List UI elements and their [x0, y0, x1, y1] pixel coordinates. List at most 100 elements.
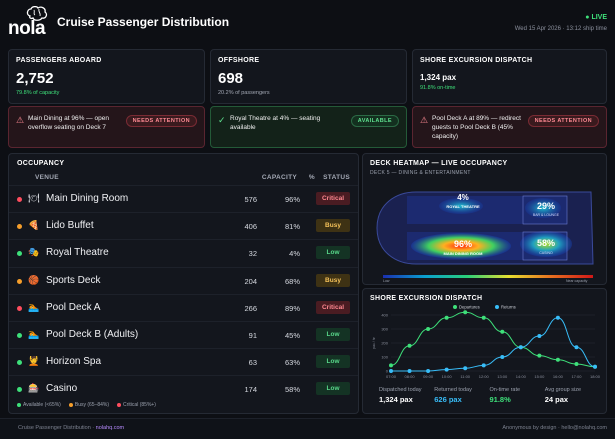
status-dot [17, 224, 22, 230]
col-status[interactable]: STATUS [323, 174, 350, 181]
kpi-offshore: OFFSHORE 698 20.2% of passengers [210, 49, 407, 104]
data-point-returns[interactable] [593, 364, 597, 369]
col-capacity[interactable]: CAPACITY [261, 174, 297, 181]
stat-avg-group: Avg group size 24 pax [544, 387, 582, 404]
data-point-departures[interactable] [426, 327, 431, 331]
x-tick-label: 16:00 [553, 374, 564, 379]
table-row[interactable]: 🍕 Lido Buffet 406 81% Busy [9, 212, 358, 238]
zone-label-bar-lounge: BAR & LOUNGE [533, 213, 560, 217]
data-point-departures[interactable] [463, 310, 468, 315]
data-point-returns[interactable] [481, 363, 486, 368]
kpi-passengers-aboard: PASSENGERS ABOARD 2,752 79.8% of capacit… [8, 49, 205, 104]
data-point-departures[interactable] [537, 353, 542, 358]
data-point-returns[interactable] [537, 334, 542, 338]
alert-royal-theatre[interactable]: ✓ Royal Theatre at 4% — seating availabl… [210, 106, 407, 148]
data-point-returns[interactable] [500, 355, 505, 359]
venue-icon: 🎭 [28, 247, 40, 258]
shore-excursion-panel: SHORE EXCURSION DISPATCH 0 100 200 300 400 07… [362, 288, 607, 414]
status-dot [17, 251, 22, 257]
alert-message: Royal Theatre at 4% — seating available [230, 115, 321, 131]
data-point-departures[interactable] [444, 315, 449, 320]
footer-brand-link[interactable]: nolahq.com [95, 425, 125, 431]
zone-label-casino: CASINO [539, 251, 553, 255]
data-point-returns[interactable] [407, 369, 412, 373]
occupancy-panel: OCCUPANCY VENUE CAPACITY % STATUS 🍽 Main … [8, 153, 359, 414]
kpi-subtext: 91.8% on-time [420, 85, 456, 91]
data-point-returns[interactable] [463, 366, 468, 371]
col-pct[interactable]: % [308, 174, 315, 181]
alert-message: Main Dining at 96% — open overflow seati… [28, 115, 109, 131]
needs-attention-badge[interactable]: NEEDS ATTENTION [125, 115, 197, 127]
venue-pct: 96% [284, 195, 300, 204]
deck-heatmap-panel: DECK HEATMAP — LIVE OCCUPANCY DECK 5 — D… [362, 153, 607, 285]
kpi-subtext: 20.2% of passengers [218, 90, 270, 96]
venue-icon: 💆 [28, 356, 40, 367]
venue-pct: 68% [284, 276, 300, 286]
occupancy-title: OCCUPANCY [17, 160, 65, 167]
venue-capacity: 266 [244, 303, 257, 313]
kpi-value: 2,752 [16, 70, 54, 87]
kpi-title: PASSENGERS ABOARD [16, 57, 102, 64]
kpi-value: 698 [218, 70, 244, 87]
data-point-departures[interactable] [389, 363, 393, 368]
data-point-departures[interactable] [555, 357, 560, 362]
venue-capacity: 406 [244, 222, 257, 232]
data-point-returns[interactable] [389, 369, 393, 373]
table-row[interactable]: 🎭 Royal Theatre 32 4% Low [9, 239, 358, 265]
status-dot [17, 387, 22, 393]
kpi-title: SHORE EXCURSION DISPATCH [420, 57, 533, 64]
zone-pct-bar-lounge: 29% [537, 201, 555, 211]
venue-capacity: 204 [244, 276, 257, 286]
footer-right: Anonymous by design · hello@nolahq.com [502, 425, 607, 431]
x-tick-label: 07:00 [386, 374, 397, 379]
footer: Cruise Passenger Distribution · nolahq.c… [0, 418, 615, 439]
table-row[interactable]: 💆 Horizon Spa 63 63% Low [9, 348, 358, 374]
deck-plan[interactable]: 4% ROYAL THEATRE 29% BAR & LOUNGE 96% MA… [371, 184, 599, 272]
data-point-returns[interactable] [574, 345, 579, 350]
legend-swatch-departures [453, 305, 457, 309]
data-point-returns[interactable] [426, 369, 431, 373]
data-point-returns[interactable] [444, 367, 449, 372]
stat-dispatched: Dispatched today 1,324 pax [379, 387, 422, 404]
venue-capacity: 32 [248, 249, 257, 259]
table-row[interactable]: 🏊 Pool Deck B (Adults) 91 45% Low [9, 321, 358, 347]
y-tick-label: 200 [381, 341, 388, 346]
legend-label-departures: Departures [459, 305, 480, 310]
data-point-departures[interactable] [500, 329, 505, 334]
y-tick-label: 300 [381, 327, 388, 332]
live-indicator: ● LIVE [585, 14, 607, 21]
x-tick-label: 15:00 [534, 374, 545, 379]
ship-datetime: Wed 15 Apr 2026 · 13:12 ship time [514, 26, 607, 32]
col-venue[interactable]: VENUE [35, 174, 59, 181]
status-badge: Critical [316, 300, 350, 314]
y-tick-label: 0 [386, 369, 389, 374]
table-row[interactable]: 🏀 Sports Deck 204 68% Busy [9, 266, 358, 293]
x-tick-label: 08:00 [405, 374, 416, 379]
data-point-departures[interactable] [407, 343, 412, 348]
legend-swatch-returns [495, 305, 499, 309]
nola-logo[interactable]: nola [8, 6, 52, 39]
heatmap-title: DECK HEATMAP — LIVE OCCUPANCY [370, 160, 508, 167]
scale-low-label: Low [383, 279, 390, 283]
kpi-value: 1,324 pax [420, 73, 457, 82]
data-point-returns[interactable] [518, 345, 523, 350]
table-row[interactable]: 🏊 Pool Deck A 266 89% Critical [9, 293, 358, 320]
status-badge: Low [316, 355, 350, 369]
x-tick-label: 18:00 [590, 374, 601, 379]
data-point-departures[interactable] [574, 362, 579, 366]
legend-critical: Critical (85%+) [117, 402, 156, 408]
kpi-shore-dispatch: SHORE EXCURSION DISPATCH 1,324 pax 91.8%… [412, 49, 607, 104]
status-badge: Low [316, 328, 350, 341]
data-point-returns[interactable] [555, 315, 560, 320]
available-badge[interactable]: AVAILABLE [350, 115, 399, 127]
table-row[interactable]: 🍽 Main Dining Room 576 96% Critical [9, 185, 358, 211]
x-tick-label: 10:00 [442, 374, 453, 379]
data-point-departures[interactable] [481, 315, 486, 320]
table-row[interactable]: 🎰 Casino 174 58% Low [9, 375, 358, 401]
venue-pct: 63% [284, 358, 300, 368]
alert-main-dining[interactable]: ⚠ Main Dining at 96% — open overflow sea… [8, 106, 205, 148]
needs-attention-badge[interactable]: NEEDS ATTENTION [527, 115, 599, 127]
shore-excursion-chart[interactable]: 0 100 200 300 400 07:00 08:00 09:00 10:00 11:00 12… [369, 303, 602, 385]
alert-pool-deck[interactable]: ⚠ Pool Deck A at 89% — redirect guests t… [412, 106, 607, 148]
heatmap-subtitle: DECK 5 — DINING & ENTERTAINMENT [370, 170, 471, 176]
